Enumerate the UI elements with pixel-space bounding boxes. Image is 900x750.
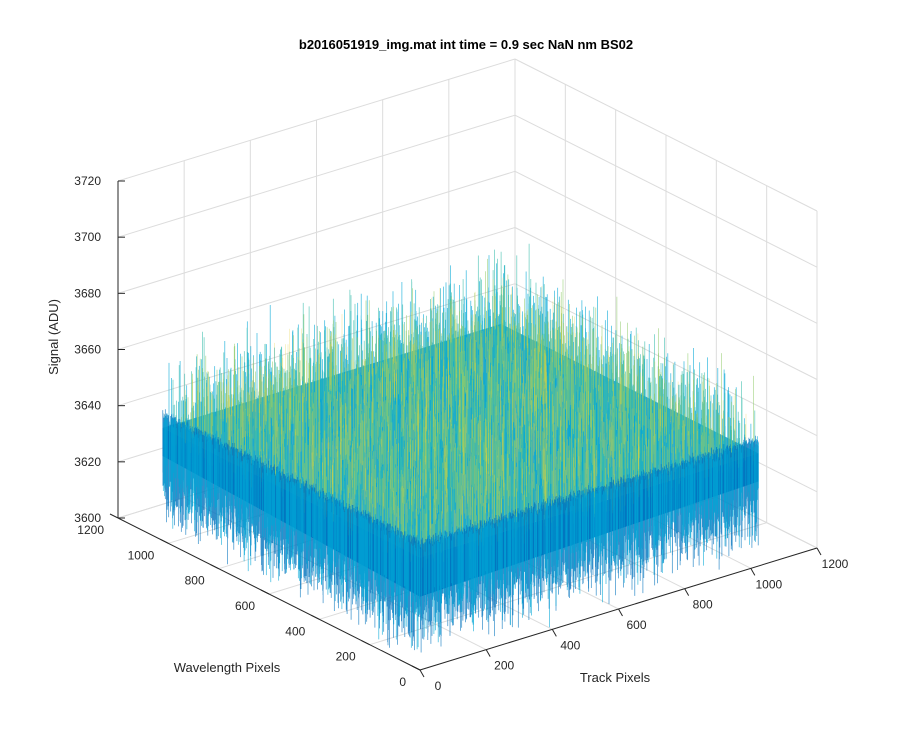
x-tick-mark — [419, 669, 425, 678]
back-wall-grid-line — [117, 227, 516, 350]
y-tick-mark — [411, 665, 421, 671]
x-tick-label: 400 — [560, 638, 580, 652]
z-tick-label: 3660 — [74, 343, 101, 357]
y-tick-mark — [210, 564, 219, 570]
surface-noise-high — [184, 277, 747, 550]
x-tick-mark — [684, 588, 690, 596]
tick-labels: 0 200 400 600 800 1000 1200 0 200 400 600 800 1000 12… — [74, 174, 848, 693]
y-tick-mark — [160, 538, 169, 544]
z-tick-label: 3700 — [74, 230, 101, 244]
z-tick-label: 3680 — [74, 286, 101, 300]
z-tick-label: 3720 — [74, 174, 101, 188]
axes — [109, 180, 822, 678]
y-tick-label: 1200 — [77, 523, 104, 537]
surface — [162, 243, 759, 653]
z-tick-label: 3620 — [74, 455, 101, 469]
z-axis-label: Signal (ADU) — [46, 299, 61, 375]
y-tick-label: 800 — [185, 574, 205, 588]
y-axis-label: Wavelength Pixels — [174, 660, 281, 675]
x-tick-mark — [551, 629, 557, 637]
y-tick-label: 1000 — [128, 548, 155, 562]
x-axis-label: Track Pixels — [580, 670, 651, 685]
side-wall-grid-line — [514, 227, 818, 380]
y-tick-label: 0 — [399, 675, 406, 689]
y-tick-mark — [109, 513, 119, 519]
back-wall-grid-line — [117, 170, 516, 294]
x-tick-label: 800 — [693, 598, 713, 612]
surface-edge-right — [421, 436, 759, 643]
back-wall-grid-line — [117, 58, 516, 182]
y-tick-mark — [361, 640, 370, 646]
x-tick-mark — [750, 568, 756, 576]
z-tick-label: 3640 — [74, 399, 101, 413]
side-wall-grid-line — [514, 114, 818, 268]
y-tick-label: 600 — [235, 599, 255, 613]
x-tick-label: 1000 — [755, 577, 782, 591]
x-tick-label: 1200 — [822, 557, 849, 571]
y-tick-label: 400 — [285, 624, 305, 638]
y-tick-mark — [260, 589, 270, 595]
x-tick-mark — [485, 649, 491, 657]
x-tick-mark — [816, 547, 822, 556]
x-tick-label: 200 — [494, 659, 514, 673]
side-wall-grid-line — [514, 170, 818, 324]
x-tick-label: 600 — [626, 618, 646, 632]
side-wall-grid-line — [514, 58, 818, 212]
x-tick-label: 0 — [435, 679, 442, 693]
z-tick-label: 3600 — [74, 511, 101, 525]
chart-title: b2016051919_img.mat int time = 0.9 sec N… — [299, 37, 633, 52]
y-tick-mark — [311, 614, 320, 620]
surface-edge-left — [162, 413, 421, 650]
back-wall-grid-line — [117, 114, 516, 238]
x-tick-mark — [618, 608, 623, 617]
side-wall-grid-line — [514, 283, 818, 437]
y-tick-label: 200 — [336, 650, 356, 664]
